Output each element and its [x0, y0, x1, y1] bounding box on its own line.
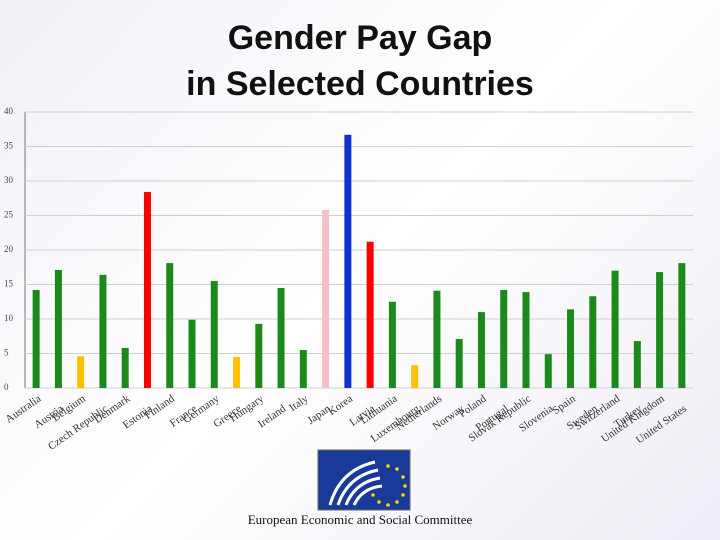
bar	[233, 356, 241, 388]
bar	[32, 290, 40, 388]
bar	[77, 356, 85, 388]
bar	[522, 292, 530, 388]
bar	[188, 319, 196, 388]
y-tick-label: 15	[4, 279, 14, 289]
bar	[322, 209, 330, 388]
y-tick-label: 5	[4, 348, 9, 358]
y-tick-label: 25	[4, 210, 14, 220]
bar	[656, 272, 664, 388]
chart-title: Gender Pay Gap	[228, 19, 493, 57]
x-tick-label: Ireland	[256, 402, 289, 430]
y-tick-label: 0	[4, 382, 9, 392]
bar	[255, 323, 263, 388]
bar	[344, 134, 352, 388]
bar	[633, 341, 641, 388]
x-tick-label: Korea	[326, 393, 355, 418]
y-tick-label: 20	[4, 244, 14, 254]
logo	[317, 449, 411, 511]
chart-title: in Selected Countries	[186, 65, 534, 103]
bar	[567, 309, 575, 388]
footer: European Economic and Social Committee	[248, 512, 473, 527]
x-tick-label: Spain	[550, 392, 578, 416]
bar	[166, 263, 174, 388]
bar	[589, 296, 597, 388]
bar	[210, 281, 218, 388]
bar	[299, 350, 307, 388]
bar	[277, 287, 285, 388]
bar	[611, 270, 619, 388]
bar	[366, 241, 374, 388]
bar	[99, 274, 107, 388]
bar	[54, 270, 62, 388]
bar	[411, 365, 419, 388]
y-tick-label: 35	[4, 141, 14, 151]
bar	[433, 290, 441, 388]
bar	[500, 290, 508, 388]
x-tick-label: Italy	[287, 392, 311, 414]
y-tick-label: 40	[4, 106, 14, 116]
y-tick-label: 30	[4, 175, 14, 185]
bar	[544, 354, 552, 388]
bar	[455, 339, 463, 388]
bar	[121, 347, 129, 388]
bar	[477, 312, 485, 388]
bar	[388, 301, 396, 388]
y-tick-label: 10	[4, 313, 14, 323]
bar	[143, 192, 151, 388]
bar	[678, 263, 686, 388]
